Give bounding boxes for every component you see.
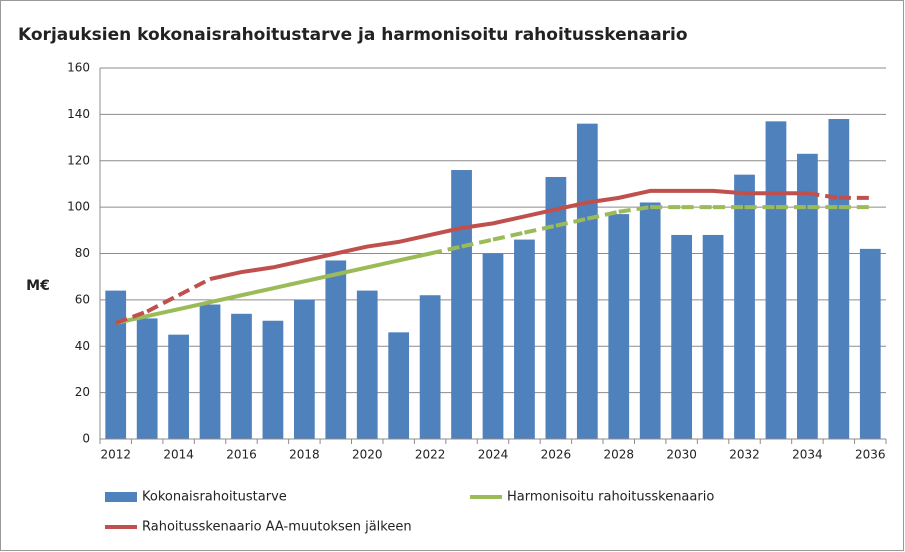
x-tick-label: 2028 (603, 448, 634, 462)
bar (451, 170, 472, 439)
y-tick-label: 140 (67, 107, 90, 121)
x-tick-label: 2012 (100, 448, 131, 462)
bar (168, 334, 189, 439)
y-axis-title: M€ (26, 278, 50, 294)
x-tick-label: 2022 (415, 448, 446, 462)
bar (325, 260, 347, 439)
legend-label: Rahoitusskenaario AA-muutoksen jälkeen (142, 520, 412, 535)
bar (734, 174, 755, 439)
bar (514, 239, 535, 439)
chart-title: Korjauksien kokonaisrahoitustarve ja har… (18, 25, 688, 45)
y-tick-label: 100 (67, 200, 90, 214)
line (115, 205, 871, 326)
y-tick-label: 120 (67, 153, 90, 167)
bar (608, 214, 630, 439)
bar (231, 313, 252, 439)
bar (482, 253, 504, 439)
bar (105, 290, 127, 439)
y-tick-label: 60 (75, 292, 90, 306)
x-tick-label: 2034 (792, 448, 823, 462)
x-tick-label: 2036 (855, 448, 886, 462)
bar (199, 304, 221, 439)
bar (797, 153, 818, 439)
bar (639, 202, 661, 439)
bar (765, 121, 787, 440)
bar (671, 234, 693, 439)
x-tick-label: 2024 (478, 448, 509, 462)
bar (545, 176, 567, 439)
bar (293, 299, 315, 439)
bar (356, 290, 378, 439)
bar (388, 332, 410, 439)
bar (136, 318, 158, 439)
x-tick-label: 2018 (289, 448, 320, 462)
line (115, 188, 871, 325)
y-tick-label: 80 (75, 246, 90, 260)
bar (419, 295, 441, 439)
x-tick-label: 2030 (666, 448, 697, 462)
y-tick-label: 20 (75, 385, 90, 399)
bar (262, 320, 284, 439)
bar (859, 248, 881, 439)
y-tick-label: 0 (82, 432, 90, 446)
bar (702, 234, 724, 439)
x-tick-label: 2016 (226, 448, 257, 462)
x-tick-label: 2032 (729, 448, 760, 462)
legend-label: Kokonaisrahoitustarve (142, 490, 287, 505)
bar (828, 119, 850, 439)
x-tick-label: 2026 (541, 448, 572, 462)
x-tick-label: 2020 (352, 448, 383, 462)
bar (576, 123, 598, 440)
legend-label: Harmonisoitu rahoitusskenaario (507, 490, 714, 505)
y-tick-label: 160 (67, 61, 90, 75)
y-tick-label: 40 (75, 339, 90, 353)
x-tick-label: 2014 (163, 448, 194, 462)
legend-swatch (105, 492, 137, 502)
